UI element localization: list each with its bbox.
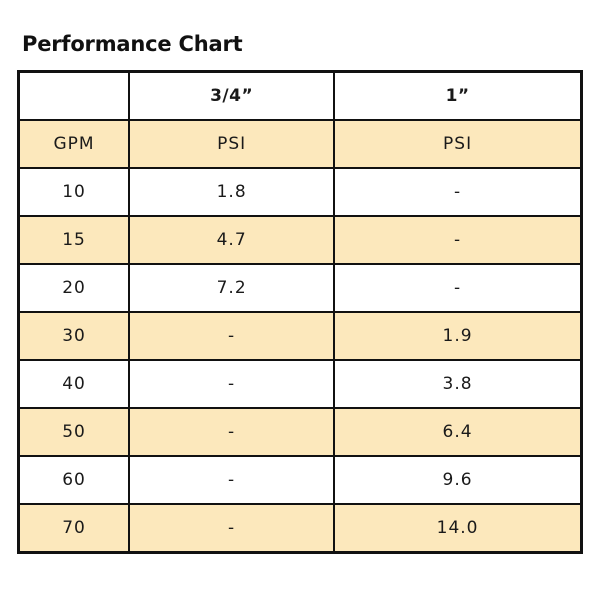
size-header-one-inch: 1”	[333, 70, 583, 121]
table-row: 60-9.6	[17, 455, 583, 505]
size-header-three-quarter: 3/4”	[128, 70, 336, 121]
table-row: 20 7.2-	[17, 263, 583, 313]
gpm-cell: 50	[17, 407, 131, 457]
unit-header-psi-a: PSI	[128, 119, 336, 169]
gpm-cell: 60	[17, 455, 131, 505]
psi-three-quarter-cell: -	[128, 359, 336, 409]
psi-one-inch-cell: -	[333, 263, 583, 313]
psi-one-inch-cell: -	[333, 215, 583, 265]
table-row: 10 1.8-	[17, 167, 583, 217]
psi-one-inch-cell: 1.9	[333, 311, 583, 361]
psi-one-inch-cell: 14.0	[333, 503, 583, 554]
psi-three-quarter-cell: 7.2	[128, 263, 336, 313]
gpm-cell: 40	[17, 359, 131, 409]
psi-one-inch-cell: 9.6	[333, 455, 583, 505]
table-row: 15 4.7-	[17, 215, 583, 265]
gpm-cell: 15	[17, 215, 131, 265]
unit-header-gpm: GPM	[17, 119, 131, 169]
psi-three-quarter-cell: -	[128, 503, 336, 554]
table-body: 3/4” 1” GPM PSI PSI 10 1.8-15 4.7-20 7.2-30…	[17, 70, 583, 554]
size-header-row: 3/4” 1”	[17, 70, 583, 121]
gpm-cell: 30	[17, 311, 131, 361]
table-row: 70-14.0	[17, 503, 583, 554]
unit-header-row: GPM PSI PSI	[17, 119, 583, 169]
psi-three-quarter-cell: 4.7	[128, 215, 336, 265]
psi-one-inch-cell: 3.8	[333, 359, 583, 409]
psi-one-inch-cell: -	[333, 167, 583, 217]
psi-three-quarter-cell: 1.8	[128, 167, 336, 217]
gpm-cell: 10	[17, 167, 131, 217]
gpm-cell: 20	[17, 263, 131, 313]
psi-one-inch-cell: 6.4	[333, 407, 583, 457]
psi-three-quarter-cell: -	[128, 311, 336, 361]
psi-three-quarter-cell: -	[128, 455, 336, 505]
table-row: 50-6.4	[17, 407, 583, 457]
unit-header-psi-b: PSI	[333, 119, 583, 169]
table-row: 30-1.9	[17, 311, 583, 361]
performance-table: 3/4” 1” GPM PSI PSI 10 1.8-15 4.7-20 7.2-30…	[17, 70, 583, 554]
chart-title: Performance Chart	[22, 32, 243, 56]
size-header-blank	[17, 70, 131, 121]
psi-three-quarter-cell: -	[128, 407, 336, 457]
gpm-cell: 70	[17, 503, 131, 554]
table-row: 40-3.8	[17, 359, 583, 409]
